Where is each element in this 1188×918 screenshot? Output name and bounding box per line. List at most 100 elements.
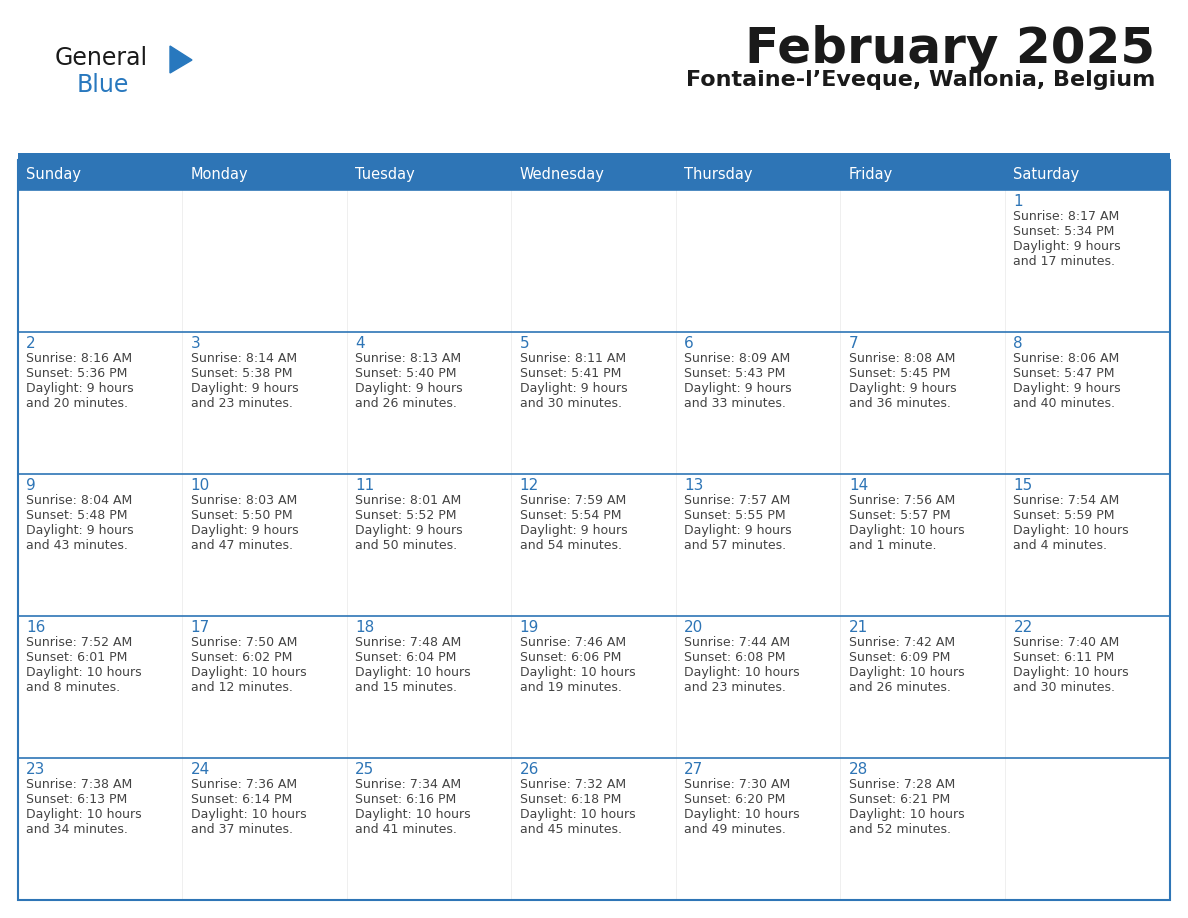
Text: 10: 10 — [190, 478, 210, 493]
Text: 26: 26 — [519, 762, 539, 777]
Text: Daylight: 9 hours: Daylight: 9 hours — [1013, 240, 1121, 253]
Text: Sunset: 6:13 PM: Sunset: 6:13 PM — [26, 793, 127, 806]
FancyBboxPatch shape — [677, 758, 840, 900]
Text: Saturday: Saturday — [1013, 167, 1080, 183]
Text: Sunset: 5:54 PM: Sunset: 5:54 PM — [519, 509, 621, 522]
Text: Sunrise: 8:13 AM: Sunrise: 8:13 AM — [355, 352, 461, 365]
Text: Thursday: Thursday — [684, 167, 753, 183]
Text: Daylight: 9 hours: Daylight: 9 hours — [190, 524, 298, 537]
Text: 22: 22 — [1013, 620, 1032, 635]
Text: and 4 minutes.: and 4 minutes. — [1013, 539, 1107, 552]
Text: and 1 minute.: and 1 minute. — [849, 539, 936, 552]
Text: Daylight: 10 hours: Daylight: 10 hours — [519, 666, 636, 679]
Text: Sunset: 5:52 PM: Sunset: 5:52 PM — [355, 509, 456, 522]
Text: Sunset: 6:06 PM: Sunset: 6:06 PM — [519, 651, 621, 664]
Text: Daylight: 9 hours: Daylight: 9 hours — [355, 382, 463, 395]
FancyBboxPatch shape — [348, 190, 511, 332]
Text: Daylight: 10 hours: Daylight: 10 hours — [849, 808, 965, 821]
Text: and 47 minutes.: and 47 minutes. — [190, 539, 292, 552]
Text: 13: 13 — [684, 478, 703, 493]
Text: and 45 minutes.: and 45 minutes. — [519, 823, 621, 836]
Text: Daylight: 9 hours: Daylight: 9 hours — [1013, 382, 1121, 395]
FancyBboxPatch shape — [1006, 332, 1169, 474]
Text: Sunset: 6:04 PM: Sunset: 6:04 PM — [355, 651, 456, 664]
Text: Sunrise: 7:59 AM: Sunrise: 7:59 AM — [519, 494, 626, 507]
Text: and 54 minutes.: and 54 minutes. — [519, 539, 621, 552]
Text: Daylight: 10 hours: Daylight: 10 hours — [190, 666, 307, 679]
Text: and 52 minutes.: and 52 minutes. — [849, 823, 950, 836]
Text: Sunrise: 7:40 AM: Sunrise: 7:40 AM — [1013, 636, 1119, 649]
Text: Sunset: 5:48 PM: Sunset: 5:48 PM — [26, 509, 127, 522]
Text: Sunset: 5:59 PM: Sunset: 5:59 PM — [1013, 509, 1114, 522]
Text: and 57 minutes.: and 57 minutes. — [684, 539, 786, 552]
Text: Friday: Friday — [849, 167, 893, 183]
Text: 20: 20 — [684, 620, 703, 635]
Text: and 19 minutes.: and 19 minutes. — [519, 681, 621, 694]
Text: Tuesday: Tuesday — [355, 167, 415, 183]
FancyBboxPatch shape — [348, 758, 511, 900]
Text: Sunset: 5:55 PM: Sunset: 5:55 PM — [684, 509, 786, 522]
Text: Sunrise: 7:36 AM: Sunrise: 7:36 AM — [190, 778, 297, 791]
Text: Daylight: 10 hours: Daylight: 10 hours — [355, 808, 470, 821]
Text: Sunrise: 7:50 AM: Sunrise: 7:50 AM — [190, 636, 297, 649]
Text: Daylight: 10 hours: Daylight: 10 hours — [849, 666, 965, 679]
Text: Sunset: 5:45 PM: Sunset: 5:45 PM — [849, 367, 950, 380]
Text: Daylight: 9 hours: Daylight: 9 hours — [519, 382, 627, 395]
Polygon shape — [170, 46, 192, 73]
Text: and 15 minutes.: and 15 minutes. — [355, 681, 457, 694]
FancyBboxPatch shape — [18, 160, 1170, 900]
FancyBboxPatch shape — [18, 153, 1170, 160]
Text: Sunrise: 7:38 AM: Sunrise: 7:38 AM — [26, 778, 132, 791]
Text: 25: 25 — [355, 762, 374, 777]
Text: Sunrise: 8:16 AM: Sunrise: 8:16 AM — [26, 352, 132, 365]
Text: Sunset: 5:57 PM: Sunset: 5:57 PM — [849, 509, 950, 522]
Text: and 23 minutes.: and 23 minutes. — [190, 397, 292, 410]
Text: Sunset: 5:41 PM: Sunset: 5:41 PM — [519, 367, 621, 380]
Text: Daylight: 9 hours: Daylight: 9 hours — [26, 524, 133, 537]
Text: 4: 4 — [355, 336, 365, 351]
Text: and 34 minutes.: and 34 minutes. — [26, 823, 128, 836]
FancyBboxPatch shape — [841, 190, 1005, 332]
Text: Sunrise: 7:52 AM: Sunrise: 7:52 AM — [26, 636, 132, 649]
Text: and 26 minutes.: and 26 minutes. — [849, 681, 950, 694]
Text: 9: 9 — [26, 478, 36, 493]
Text: 12: 12 — [519, 478, 539, 493]
FancyBboxPatch shape — [677, 474, 840, 616]
Text: Sunset: 5:43 PM: Sunset: 5:43 PM — [684, 367, 785, 380]
Text: and 30 minutes.: and 30 minutes. — [519, 397, 621, 410]
FancyBboxPatch shape — [677, 616, 840, 758]
Text: Monday: Monday — [190, 167, 248, 183]
Text: 17: 17 — [190, 620, 210, 635]
Text: 6: 6 — [684, 336, 694, 351]
FancyBboxPatch shape — [348, 474, 511, 616]
Text: Sunset: 5:40 PM: Sunset: 5:40 PM — [355, 367, 456, 380]
Text: 21: 21 — [849, 620, 868, 635]
FancyBboxPatch shape — [19, 190, 182, 332]
FancyBboxPatch shape — [19, 332, 182, 474]
Text: and 49 minutes.: and 49 minutes. — [684, 823, 786, 836]
Text: and 37 minutes.: and 37 minutes. — [190, 823, 292, 836]
Text: and 26 minutes.: and 26 minutes. — [355, 397, 457, 410]
Text: Sunrise: 7:44 AM: Sunrise: 7:44 AM — [684, 636, 790, 649]
Text: Daylight: 9 hours: Daylight: 9 hours — [684, 524, 792, 537]
FancyBboxPatch shape — [841, 758, 1005, 900]
Text: Daylight: 9 hours: Daylight: 9 hours — [26, 382, 133, 395]
Text: 19: 19 — [519, 620, 539, 635]
Text: Sunset: 6:21 PM: Sunset: 6:21 PM — [849, 793, 950, 806]
Text: Sunset: 6:01 PM: Sunset: 6:01 PM — [26, 651, 127, 664]
Text: 18: 18 — [355, 620, 374, 635]
Text: Daylight: 9 hours: Daylight: 9 hours — [519, 524, 627, 537]
Text: Daylight: 10 hours: Daylight: 10 hours — [684, 666, 800, 679]
Text: Fontaine-l’Eveque, Wallonia, Belgium: Fontaine-l’Eveque, Wallonia, Belgium — [685, 70, 1155, 90]
Text: Sunrise: 7:57 AM: Sunrise: 7:57 AM — [684, 494, 791, 507]
FancyBboxPatch shape — [183, 616, 347, 758]
FancyBboxPatch shape — [841, 474, 1005, 616]
Text: Sunrise: 7:46 AM: Sunrise: 7:46 AM — [519, 636, 626, 649]
FancyBboxPatch shape — [1006, 190, 1169, 332]
Text: Blue: Blue — [77, 73, 129, 97]
FancyBboxPatch shape — [841, 616, 1005, 758]
Text: 23: 23 — [26, 762, 45, 777]
Text: Sunset: 6:09 PM: Sunset: 6:09 PM — [849, 651, 950, 664]
FancyBboxPatch shape — [677, 190, 840, 332]
FancyBboxPatch shape — [512, 190, 676, 332]
